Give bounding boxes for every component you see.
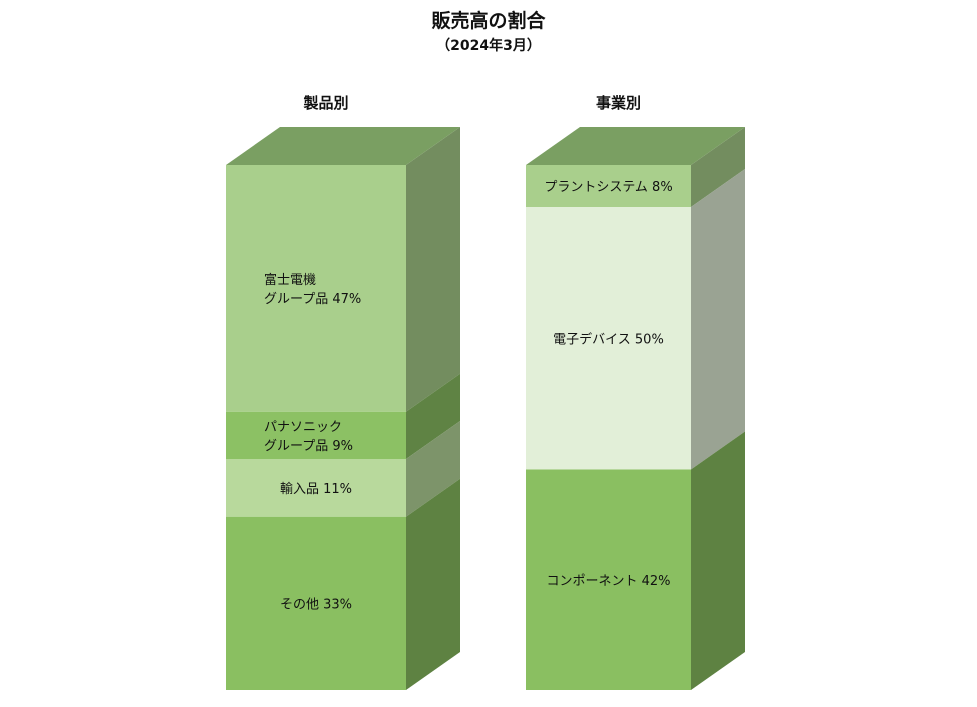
segment-label: 輸入品 11% xyxy=(280,482,352,497)
segment-label: プラントシステム 8% xyxy=(544,180,672,195)
bar-top-face xyxy=(526,127,745,165)
chart-subtitle: （2024年3月） xyxy=(436,38,541,54)
segment-label: グループ品 47% xyxy=(264,292,361,307)
bar-segment: コンポーネント 42% xyxy=(526,431,745,690)
segment-side xyxy=(691,127,745,207)
segment-front xyxy=(226,516,406,690)
segment-front xyxy=(526,207,691,470)
segment-side xyxy=(406,373,460,459)
segment-front xyxy=(526,165,691,207)
bar-segment: 電子デバイス 50% xyxy=(526,169,745,470)
segment-label: 富士電機 xyxy=(264,272,316,288)
chart-title: 販売高の割合 xyxy=(431,10,546,32)
bar-segment: 輸入品 11% xyxy=(226,421,460,517)
segment-side xyxy=(406,478,460,690)
bar-title: 事業別 xyxy=(596,94,641,112)
segment-front xyxy=(226,459,406,517)
bar-segment: その他 33% xyxy=(226,478,460,690)
segment-side xyxy=(406,127,460,412)
segment-label: グループ品 9% xyxy=(264,439,353,454)
segment-front xyxy=(526,469,691,690)
segment-label: コンポーネント 42% xyxy=(546,574,670,589)
segment-front xyxy=(226,411,406,459)
bar-title: 製品別 xyxy=(302,94,348,112)
segment-label: パナソニック xyxy=(264,420,342,435)
segment-label: その他 33% xyxy=(280,597,352,612)
segment-front xyxy=(226,165,406,412)
segment-side xyxy=(691,169,745,470)
bar-segment: プラントシステム 8% xyxy=(526,127,745,207)
segment-side xyxy=(691,431,745,690)
bar-top-face xyxy=(226,127,460,165)
segment-side xyxy=(406,421,460,517)
segment-label: 電子デバイス 50% xyxy=(553,331,664,347)
